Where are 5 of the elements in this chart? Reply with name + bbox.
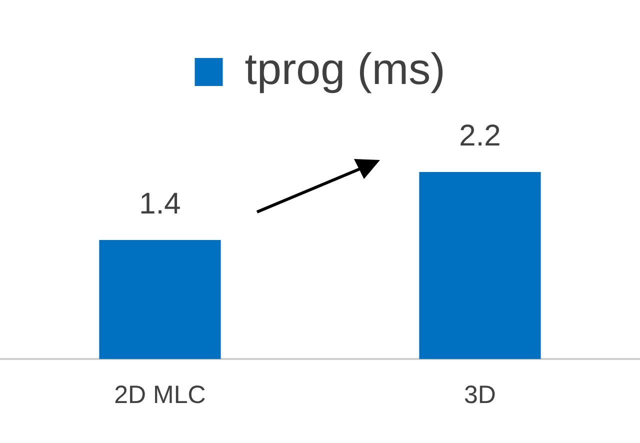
legend-label: tprog (ms): [244, 45, 446, 94]
x-tick-label: 3D: [464, 380, 496, 409]
x-tick-label: 2D MLC: [114, 380, 206, 409]
data-label: 1.4: [139, 187, 181, 220]
data-label: 2.2: [459, 119, 501, 152]
